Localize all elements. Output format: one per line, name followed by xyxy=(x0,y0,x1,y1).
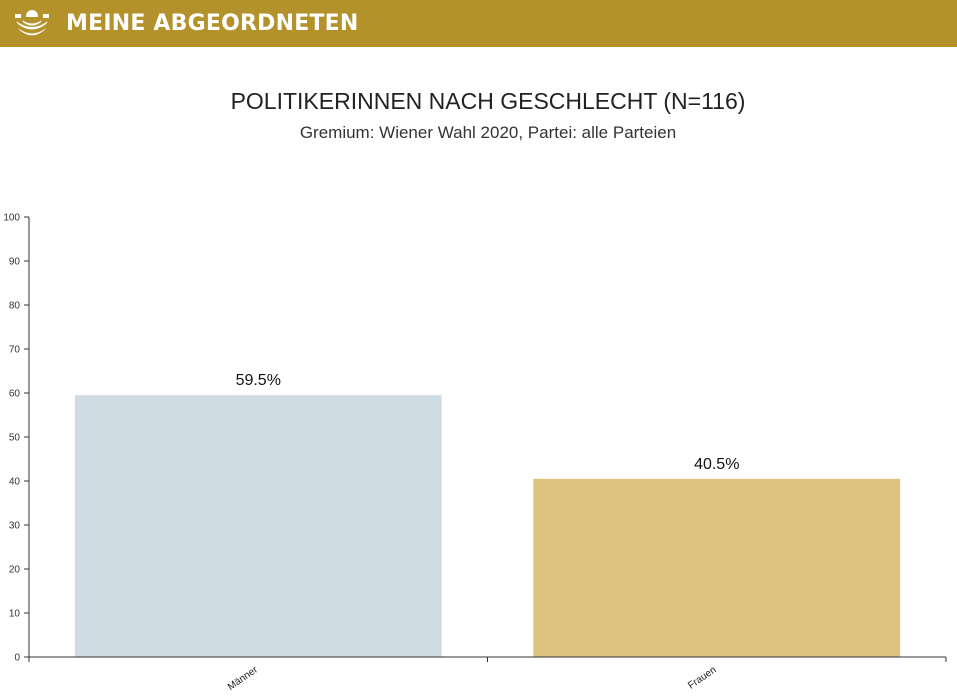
y-tick-label: 20 xyxy=(9,565,21,576)
y-tick-label: 30 xyxy=(9,521,21,532)
bar-value-label: 59.5% xyxy=(236,372,281,389)
chart-title: POLITIKERINNEN NACH GESCHLECHT (N=116) xyxy=(230,88,746,114)
y-tick-label: 0 xyxy=(14,653,20,664)
x-tick-label: Männer xyxy=(226,664,261,693)
y-tick-label: 100 xyxy=(3,213,20,224)
chart-subtitle: Gremium: Wiener Wahl 2020, Partei: alle … xyxy=(299,123,677,142)
y-tick-label: 70 xyxy=(9,345,21,356)
brand-title[interactable]: MEINE ABGEORDNETEN xyxy=(66,11,359,36)
bar xyxy=(74,395,442,657)
bar xyxy=(533,478,901,657)
y-tick-label: 10 xyxy=(9,609,21,620)
y-tick-label: 90 xyxy=(9,257,21,268)
y-tick-label: 80 xyxy=(9,301,21,312)
y-tick-label: 50 xyxy=(9,433,21,444)
parliament-seats-icon[interactable] xyxy=(12,8,52,40)
header-bar: MEINE ABGEORDNETEN xyxy=(0,0,957,47)
y-tick-label: 60 xyxy=(9,389,21,400)
y-tick-label: 40 xyxy=(9,477,21,488)
bar-value-label: 40.5% xyxy=(694,456,739,473)
x-tick-label: Frauen xyxy=(686,664,718,691)
